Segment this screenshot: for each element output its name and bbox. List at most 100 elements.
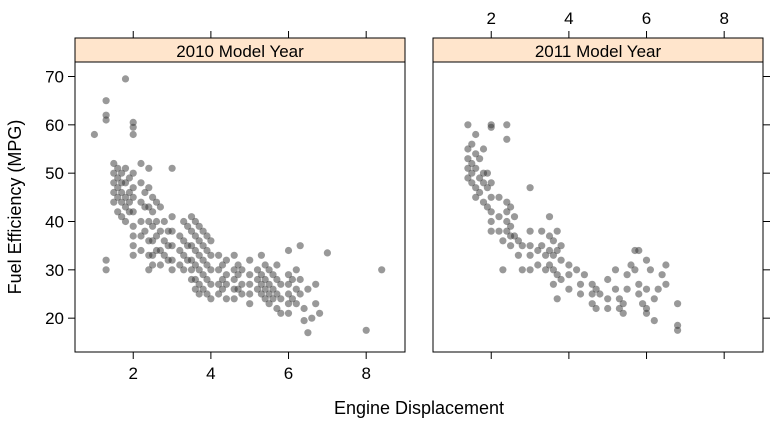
- data-point: [292, 266, 300, 274]
- data-point: [257, 271, 265, 279]
- data-point: [503, 121, 511, 129]
- data-point: [114, 174, 122, 182]
- data-point: [545, 232, 554, 240]
- data-point: [300, 317, 308, 325]
- data-point: [646, 266, 655, 274]
- data-point: [499, 266, 507, 274]
- axes: 2 4 6 8 2 4 6 8 20 30 40 50 60 70: [45, 9, 770, 383]
- x-tick-label-bottom: 2: [129, 364, 138, 383]
- data-point: [468, 159, 476, 168]
- data-point: [277, 309, 285, 317]
- data-point: [611, 266, 620, 274]
- data-point: [483, 184, 491, 192]
- data-point: [191, 217, 199, 226]
- data-point: [514, 251, 523, 259]
- x-tick-label-bottom: 8: [361, 364, 370, 383]
- data-point: [180, 217, 188, 226]
- x-tick-label-top: 4: [564, 9, 573, 28]
- data-point: [137, 198, 145, 206]
- data-point: [507, 222, 515, 230]
- data-point: [503, 208, 511, 216]
- data-point: [114, 164, 122, 172]
- data-point: [284, 300, 293, 308]
- data-point: [129, 193, 137, 201]
- data-point: [514, 237, 523, 245]
- data-point: [222, 256, 230, 264]
- data-point: [261, 295, 269, 303]
- data-point: [238, 290, 246, 298]
- data-point: [176, 261, 184, 269]
- panel-2011-plot-area: [432, 61, 764, 353]
- data-point: [102, 256, 110, 264]
- data-point: [218, 285, 227, 293]
- data-point: [125, 188, 133, 197]
- data-point: [102, 266, 110, 274]
- data-point: [222, 271, 230, 279]
- data-point: [141, 227, 149, 235]
- data-point: [145, 266, 153, 274]
- data-point: [300, 304, 308, 313]
- data-point: [284, 271, 293, 279]
- data-point: [180, 251, 188, 259]
- data-point: [203, 261, 211, 269]
- data-point: [674, 326, 682, 334]
- data-point: [304, 329, 312, 337]
- data-point: [642, 256, 651, 264]
- data-point: [273, 304, 281, 313]
- data-point: [273, 290, 281, 298]
- data-point: [121, 179, 130, 187]
- data-point: [269, 285, 277, 293]
- data-point: [615, 295, 624, 303]
- data-point: [265, 280, 273, 288]
- data-point: [292, 285, 300, 293]
- data-point: [277, 280, 285, 288]
- data-point: [635, 280, 643, 288]
- data-point: [234, 271, 242, 279]
- data-point: [265, 266, 273, 274]
- y-tick-label: 30: [45, 261, 64, 280]
- data-point: [534, 246, 542, 255]
- data-point: [464, 155, 472, 163]
- data-point: [534, 261, 542, 269]
- data-point: [642, 309, 651, 317]
- data-point: [588, 280, 596, 288]
- data-point: [152, 217, 161, 226]
- data-point: [557, 242, 565, 250]
- data-point: [296, 290, 304, 298]
- data-point: [230, 275, 238, 284]
- data-point: [642, 285, 651, 293]
- data-point: [487, 193, 495, 201]
- data-point: [654, 285, 662, 293]
- data-point: [199, 285, 207, 293]
- data-point: [615, 304, 624, 313]
- data-point: [273, 261, 281, 269]
- data-point: [553, 295, 561, 303]
- data-point: [538, 242, 546, 250]
- data-point: [121, 164, 130, 172]
- data-point: [121, 203, 130, 211]
- data-point: [149, 251, 157, 259]
- data-point: [246, 300, 254, 308]
- panel-2010-points: [90, 75, 386, 337]
- data-point: [507, 203, 515, 211]
- data-point: [479, 145, 488, 153]
- data-point: [110, 188, 118, 197]
- data-point: [557, 275, 565, 284]
- data-point: [464, 164, 472, 172]
- data-point: [565, 271, 573, 279]
- data-point: [588, 300, 596, 308]
- data-point: [199, 271, 207, 279]
- data-point: [635, 246, 643, 255]
- data-point: [125, 174, 133, 182]
- data-point: [483, 169, 491, 177]
- panel-2010-plot-area: [74, 61, 406, 353]
- panel-2011: 2011 Model Year: [432, 37, 764, 353]
- data-point: [145, 184, 153, 192]
- data-point: [176, 232, 184, 240]
- data-point: [483, 203, 491, 211]
- data-point: [195, 237, 203, 245]
- x-tick-label-top: 8: [719, 9, 728, 28]
- data-point: [538, 227, 546, 235]
- data-point: [553, 246, 561, 255]
